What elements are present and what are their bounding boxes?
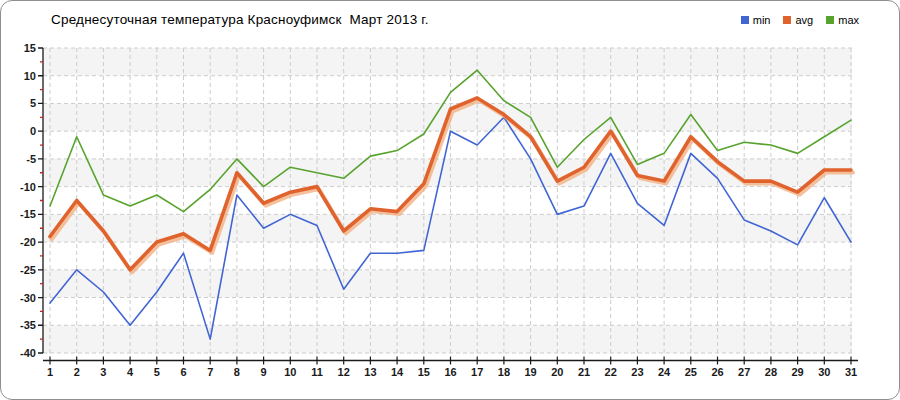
y-tick-label: -35: [20, 319, 36, 331]
y-tick-label: 10: [24, 70, 36, 82]
x-tick-label: 17: [471, 366, 483, 378]
y-tick-label: -5: [26, 153, 36, 165]
x-tick-label: 11: [311, 366, 323, 378]
x-tick-label: 3: [100, 366, 106, 378]
x-tick-label: 20: [551, 366, 563, 378]
y-axis: 15 10 5 0 -5 -10 -15 -20 -25 -30 -35 -40: [20, 42, 43, 359]
x-tick-label: 12: [338, 366, 350, 378]
y-tick-label: -15: [20, 208, 36, 220]
x-tick-label: 5: [154, 366, 160, 378]
x-tick-label: 27: [738, 366, 750, 378]
x-tick-label: 16: [444, 366, 456, 378]
plot-band: [43, 242, 852, 270]
plot-band: [43, 48, 852, 76]
plot-band: [43, 76, 852, 104]
x-tick-label: 22: [605, 366, 617, 378]
x-tick-label: 28: [765, 366, 777, 378]
y-tick-label: -20: [20, 236, 36, 248]
y-tick-label: -30: [20, 292, 36, 304]
x-tick-label: 26: [711, 366, 723, 378]
x-tick-label: 8: [234, 366, 240, 378]
x-tick-label: 21: [578, 366, 590, 378]
x-tick-label: 29: [791, 366, 803, 378]
y-tick-label: -40: [20, 347, 36, 359]
plot-band: [43, 325, 852, 353]
x-tick-label: 15: [418, 366, 430, 378]
x-tick-label: 23: [631, 366, 643, 378]
chart-panel: Среднесуточная температура Красноуфимск …: [0, 0, 900, 400]
y-tick-label: 0: [30, 125, 36, 137]
temperature-chart: 151050-5-10-15-20-25-30-35-4012345678910…: [1, 1, 900, 400]
x-tick-label: 25: [685, 366, 697, 378]
x-axis: 1234567891011121314151617181920212223242…: [43, 357, 858, 379]
x-tick-label: 10: [284, 366, 296, 378]
x-tick-label: 1: [47, 366, 53, 378]
y-tick-label: -25: [20, 264, 36, 276]
x-tick-label: 31: [845, 366, 857, 378]
x-tick-label: 7: [207, 366, 213, 378]
x-tick-label: 13: [364, 366, 376, 378]
x-tick-label: 14: [391, 366, 404, 378]
plot-band: [43, 298, 852, 326]
x-tick-label: 24: [658, 366, 671, 378]
y-tick-label: -10: [20, 181, 36, 193]
y-tick-label: 15: [24, 42, 36, 54]
x-tick-label: 6: [180, 366, 186, 378]
plot-band: [43, 270, 852, 298]
x-tick-label: 30: [818, 366, 830, 378]
y-tick-label: 5: [30, 97, 36, 109]
x-tick-label: 9: [261, 366, 267, 378]
x-tick-label: 19: [524, 366, 536, 378]
x-tick-label: 4: [127, 366, 134, 378]
x-tick-label: 18: [498, 366, 510, 378]
x-tick-label: 2: [74, 366, 80, 378]
